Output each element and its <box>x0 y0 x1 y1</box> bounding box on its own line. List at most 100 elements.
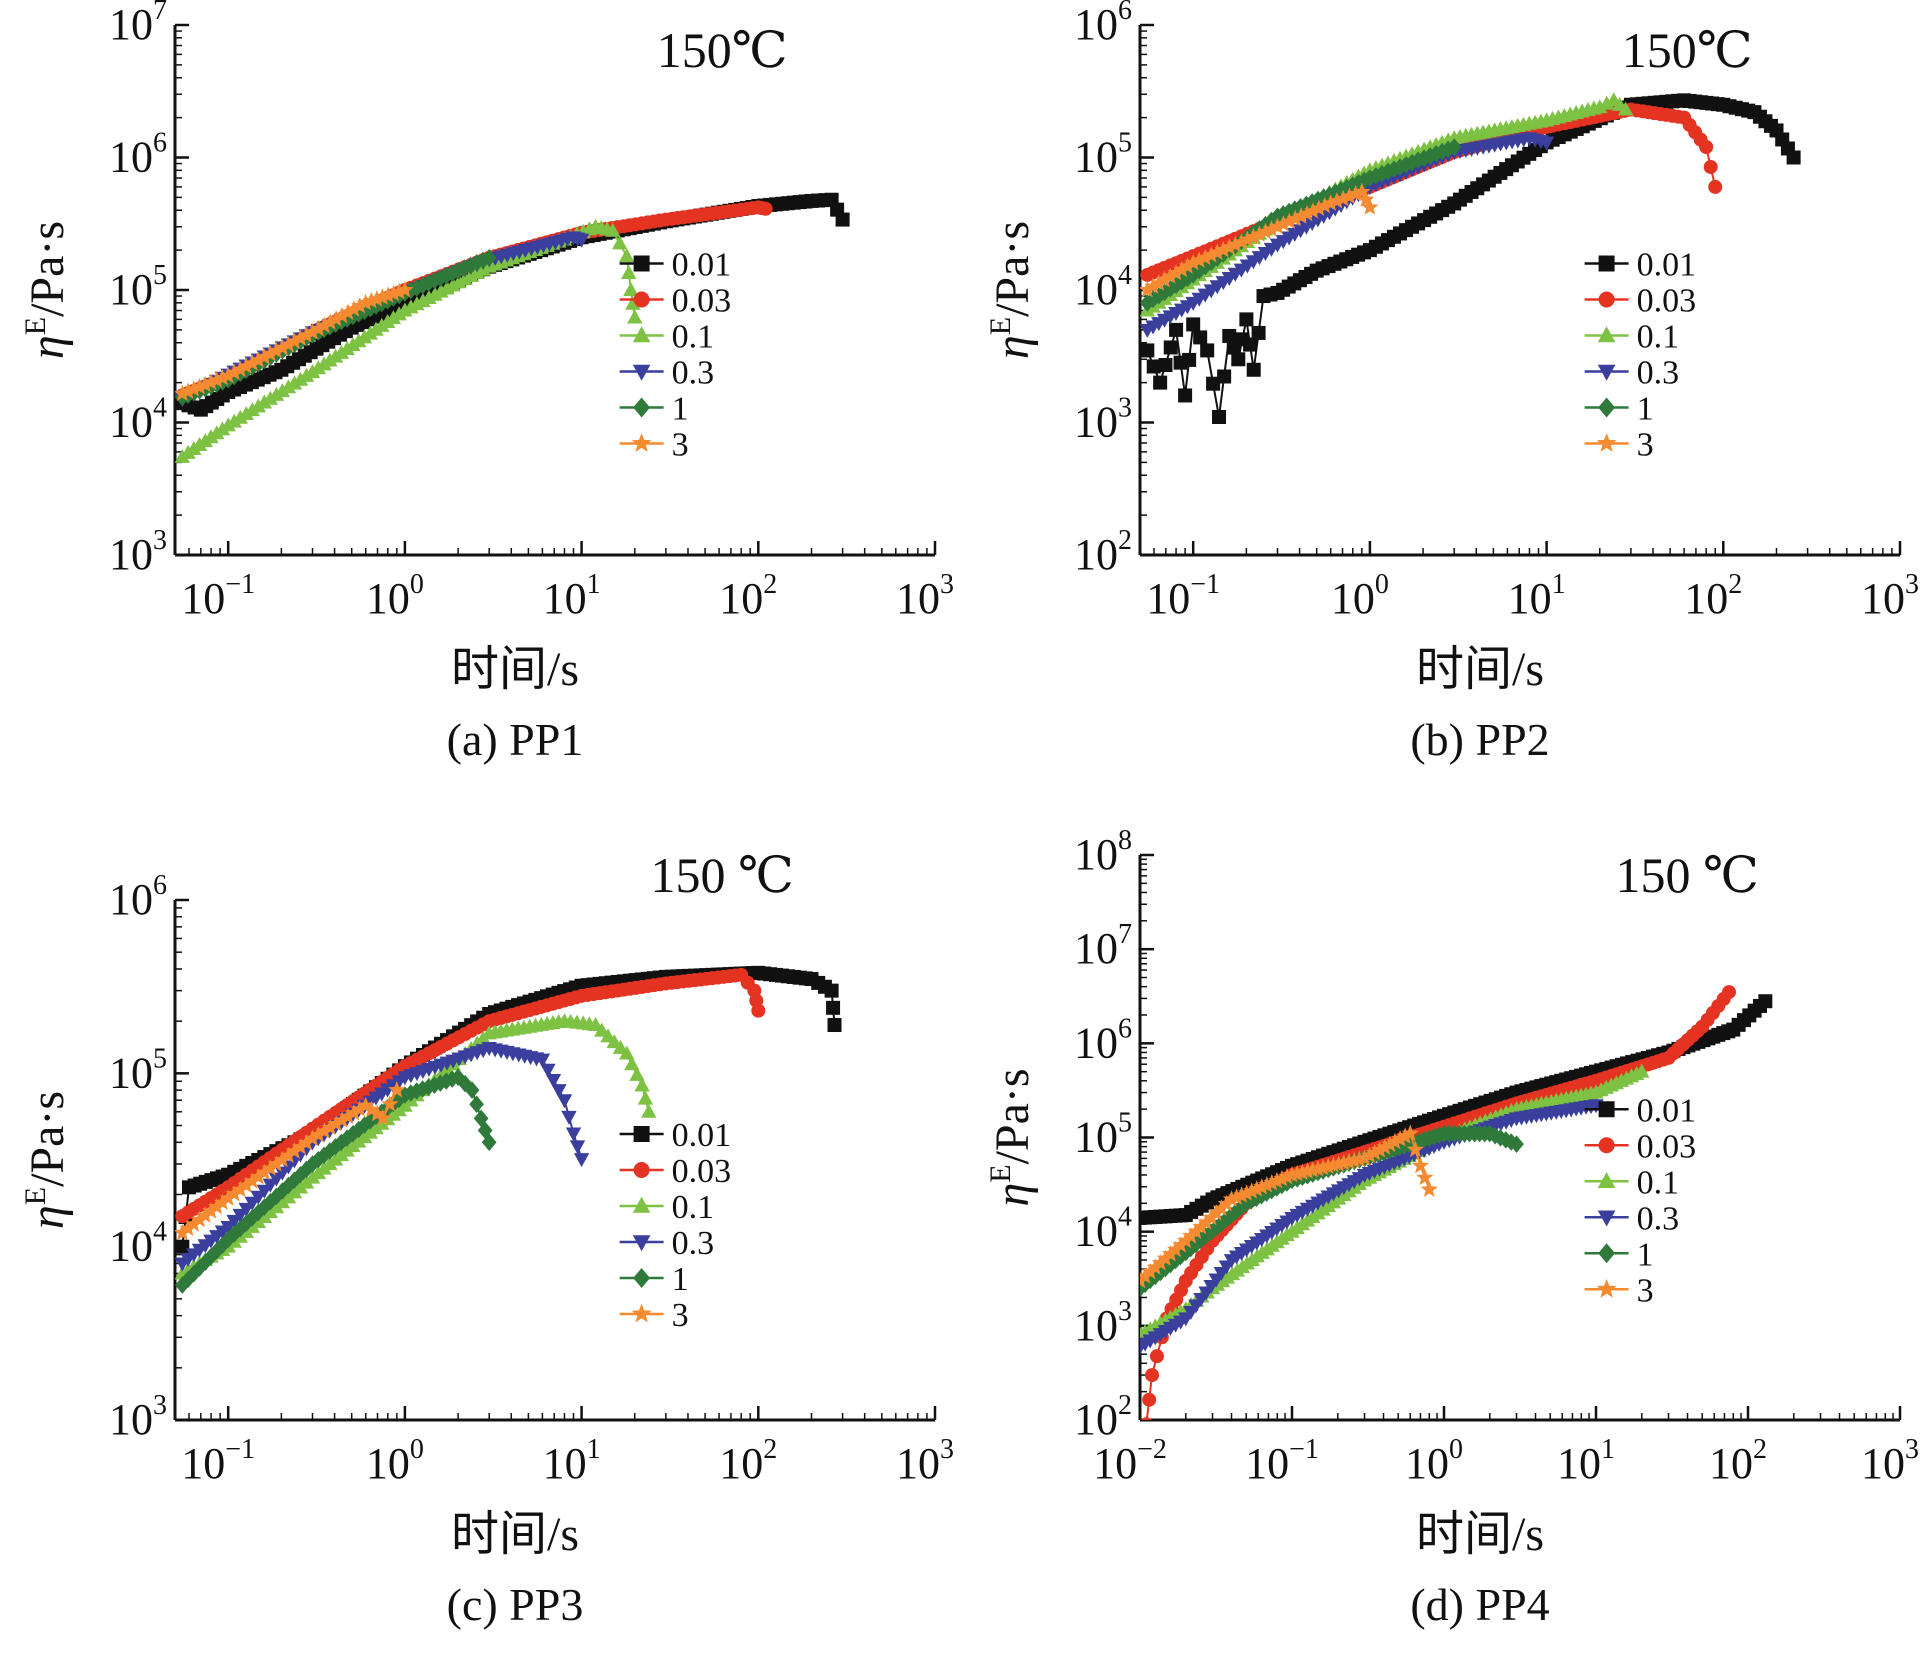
legend-label: 0.03 <box>1637 1128 1697 1165</box>
data-point <box>269 1187 284 1206</box>
data-point <box>1406 1140 1424 1158</box>
data-point <box>1293 197 1308 216</box>
x-tick-label: 100 <box>366 1434 424 1488</box>
data-point <box>261 1159 279 1176</box>
data-point <box>190 1210 209 1228</box>
data-point <box>1391 1130 1409 1147</box>
data-point <box>1281 202 1297 221</box>
data-point <box>627 309 643 324</box>
data-point <box>1212 410 1227 425</box>
legend-label: 1 <box>1637 391 1654 428</box>
data-point <box>1190 251 1208 268</box>
data-point <box>339 1107 357 1125</box>
data-point <box>444 1070 460 1088</box>
data-point <box>1509 1135 1524 1153</box>
series-3 <box>1140 182 1379 298</box>
data-point <box>1345 176 1360 194</box>
data-point <box>388 1081 406 1098</box>
data-point <box>1200 343 1215 358</box>
legend: 0.010.030.10.313 <box>619 1117 731 1334</box>
data-point <box>279 335 298 353</box>
legend-marker <box>1596 1278 1617 1298</box>
data-point <box>1231 352 1246 367</box>
data-point <box>1298 1162 1317 1179</box>
data-point <box>573 233 590 248</box>
x-axis-label: 时间/s <box>1416 643 1544 696</box>
data-point <box>1310 199 1328 216</box>
data-point <box>175 1223 191 1241</box>
data-point <box>1386 1132 1404 1150</box>
data-point <box>175 1239 190 1254</box>
data-point <box>473 1109 489 1128</box>
data-point <box>339 303 357 320</box>
data-point <box>1142 1392 1157 1407</box>
data-point <box>1316 188 1332 206</box>
data-point <box>185 380 203 397</box>
data-point <box>275 1182 290 1200</box>
data-point <box>1401 1124 1419 1141</box>
data-point <box>469 254 485 272</box>
data-point <box>249 351 267 368</box>
data-point <box>1146 1258 1164 1275</box>
data-point <box>629 1066 645 1081</box>
data-point <box>292 371 309 386</box>
series-0.3 <box>1140 132 1555 338</box>
legend-marker <box>1598 397 1615 418</box>
data-point <box>267 341 285 359</box>
data-point <box>1703 159 1718 174</box>
y-axis-label: ηE/Pa·s <box>984 1068 1039 1206</box>
data-point <box>231 360 249 377</box>
data-point <box>1186 317 1201 332</box>
data-point <box>357 1116 372 1134</box>
legend-marker <box>633 255 650 272</box>
data-point <box>1350 1150 1368 1167</box>
data-point <box>256 394 273 409</box>
data-point <box>1162 280 1178 298</box>
y-axis-label: ηE/Pa·s <box>984 221 1039 359</box>
x-tick-label: 100 <box>366 569 424 623</box>
data-point <box>1220 238 1238 255</box>
data-point <box>1140 1417 1152 1420</box>
data-point <box>351 1100 369 1117</box>
data-point <box>297 1133 316 1151</box>
data-point <box>534 1053 551 1068</box>
data-point <box>612 235 628 250</box>
data-point <box>208 371 226 388</box>
data-point <box>309 1125 328 1143</box>
data-point <box>1140 280 1156 298</box>
data-point <box>291 329 310 346</box>
data-point <box>202 1202 220 1219</box>
data-point <box>1182 1227 1200 1244</box>
data-point <box>1161 1245 1180 1262</box>
data-point <box>1151 1254 1169 1271</box>
legend-marker <box>631 433 652 452</box>
data-point <box>385 284 403 301</box>
data-point <box>1208 243 1226 260</box>
x-axis-label: 时间/s <box>1416 1508 1544 1561</box>
data-point <box>1202 1208 1220 1226</box>
data-point <box>262 390 279 405</box>
data-point <box>565 1127 582 1142</box>
data-point <box>351 297 369 314</box>
x-tick-label: 10−2 <box>1093 1434 1167 1488</box>
data-point <box>368 290 386 307</box>
legend: 0.010.030.10.313 <box>1584 247 1697 464</box>
data-point <box>1420 1180 1438 1197</box>
data-point <box>298 367 315 382</box>
data-point <box>1172 1236 1190 1253</box>
legend-label: 0.01 <box>1637 247 1697 284</box>
data-point <box>231 1180 249 1198</box>
data-point <box>213 1193 232 1210</box>
legend-marker <box>1598 1243 1615 1264</box>
legend-marker <box>632 364 651 381</box>
data-point <box>238 405 254 420</box>
data-point <box>1232 233 1250 250</box>
data-point <box>1244 228 1263 245</box>
data-point <box>481 249 497 267</box>
data-point <box>1381 1135 1399 1152</box>
x-tick-label: 100 <box>1331 569 1389 623</box>
data-point <box>1250 225 1269 242</box>
legend-label: 0.3 <box>1637 1200 1680 1237</box>
x-tick-label: 103 <box>1861 1434 1919 1488</box>
data-point <box>297 326 316 343</box>
